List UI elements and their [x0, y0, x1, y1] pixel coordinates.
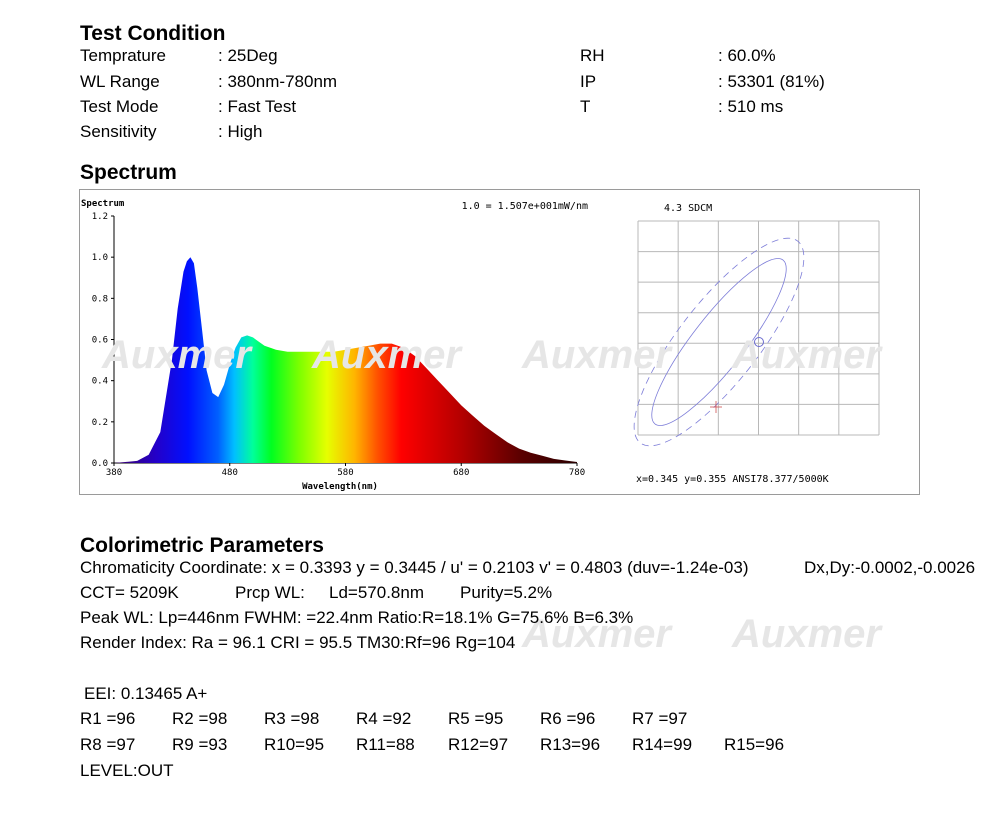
spectrum-x-tick-label: 780 [569, 468, 585, 478]
condition-value: : 380nm-780nm [218, 72, 338, 91]
ri-value: R6 =96 [540, 709, 596, 728]
ri-value: R1 =96 [80, 709, 136, 728]
chromaticity-coordinate: Chromaticity Coordinate: x = 0.3393 y = … [80, 558, 749, 577]
cct-value: CCT= 5209K [80, 583, 179, 602]
ri-value: R14=99 [632, 735, 693, 754]
spectrum-y-tick-label: 0.2 [92, 418, 108, 428]
condition-value: : 53301 (81%) [718, 72, 825, 91]
condition-value: : 60.0% [718, 46, 776, 65]
spectrum-x-tick-label: 480 [222, 468, 238, 478]
spectrum-y-tick-label: 0.4 [92, 377, 108, 387]
ri-value: R8 =97 [80, 735, 136, 754]
spectrum-x-tick-label: 680 [453, 468, 469, 478]
condition-label: Test Mode [80, 97, 159, 116]
condition-value: : Fast Test [218, 97, 297, 116]
ri-value: R13=96 [540, 735, 601, 754]
sdcm-ellipse-inner [651, 258, 787, 426]
spectrum-area [114, 257, 577, 463]
ri-value: R15=96 [724, 735, 785, 754]
condition-label: T [580, 97, 591, 116]
spectrum-x-tick-label: 580 [337, 468, 353, 478]
spectrum-y-tick-label: 1.0 [92, 253, 108, 263]
watermark: Auxmer [732, 333, 881, 377]
chromaticity-chart: 4.3 SDCM x=0.345 y=0.355 ANSI78.377/5000… [633, 203, 880, 485]
peak-wavelength-line: Peak WL: Lp=446nm FWHM: =22.4nm Ratio:R=… [80, 608, 634, 627]
spectrum-chart: 0.0 0.2 0.4 0.6 0.8 1.0 1.2 380 480 580 680 780 1.0… [81, 199, 588, 492]
test-condition-title: Test Condition [80, 22, 226, 45]
prcp-wl-label: Prcp WL: [235, 583, 305, 602]
watermark: Auxmer [312, 333, 461, 377]
condition-label: IP [580, 72, 597, 91]
level-status: LEVEL:OUT [80, 761, 174, 780]
spectrum-x-axis-label: Wavelength(nm) [302, 482, 378, 492]
chromaticity-panel: 4.3 SDCM x=0.345 y=0.355 ANSI78.377/5000… [598, 189, 920, 495]
spectrum-y-axis-title: Spectrum [81, 199, 125, 209]
condition-value: : 25Deg [218, 46, 278, 65]
spectrum-scale-annotation: 1.0 = 1.507e+001mW/nm [462, 201, 588, 212]
ri-value: R7 =97 [632, 709, 688, 728]
watermark: Auxmer [522, 612, 671, 656]
spectrum-y-tick-label: 0.0 [92, 459, 108, 469]
chromaticity-grid [637, 220, 880, 436]
ri-value: R10=95 [264, 735, 325, 754]
condition-label: WL Range [80, 72, 160, 91]
sdcm-label: 4.3 SDCM [664, 203, 712, 214]
dx-dy-value: Dx,Dy:-0.0002,-0.0026 [804, 558, 976, 577]
spectrum-y-tick-label: 0.8 [92, 294, 108, 304]
eei-value: EEI: 0.13465 A+ [84, 684, 208, 703]
purity-value: Purity=5.2% [460, 583, 553, 602]
ri-value: R3 =98 [264, 709, 320, 728]
spectrum-y-tick-label: 1.2 [92, 212, 108, 222]
spectrum-x-tick-label: 380 [106, 468, 122, 478]
watermark: Auxmer [732, 612, 881, 656]
condition-value: : 510 ms [718, 97, 784, 116]
ri-value: R2 =98 [172, 709, 228, 728]
condition-label: Sensitivity [80, 122, 157, 141]
chromaticity-caption: x=0.345 y=0.355 ANSI78.377/5000K [636, 474, 829, 485]
ri-value: R11=88 [356, 735, 415, 754]
colorimetric-title: Colorimetric Parameters [80, 534, 324, 557]
watermark: Auxmer [522, 333, 671, 377]
spectrum-y-tick-label: 0.6 [92, 336, 108, 346]
ri-value: R12=97 [448, 735, 509, 754]
condition-value: : High [218, 122, 263, 141]
watermark: Auxmer [102, 333, 251, 377]
ri-value: R9 =93 [172, 735, 228, 754]
condition-label: RH [580, 46, 605, 65]
sdcm-ellipse-outer [633, 237, 805, 447]
spectrum-title: Spectrum [80, 161, 177, 184]
target-point-marker [754, 337, 764, 347]
ri-value: R5 =95 [448, 709, 504, 728]
ri-value: R4 =92 [356, 709, 412, 728]
condition-label: Temprature [80, 46, 166, 65]
render-index-line: Render Index: Ra = 96.1 CRI = 95.5 TM30:… [80, 633, 516, 652]
spectrum-chart-panel: 0.0 0.2 0.4 0.6 0.8 1.0 1.2 380 480 580 680 780 1.0… [79, 189, 600, 495]
dominant-wavelength: Ld=570.8nm [329, 583, 424, 602]
